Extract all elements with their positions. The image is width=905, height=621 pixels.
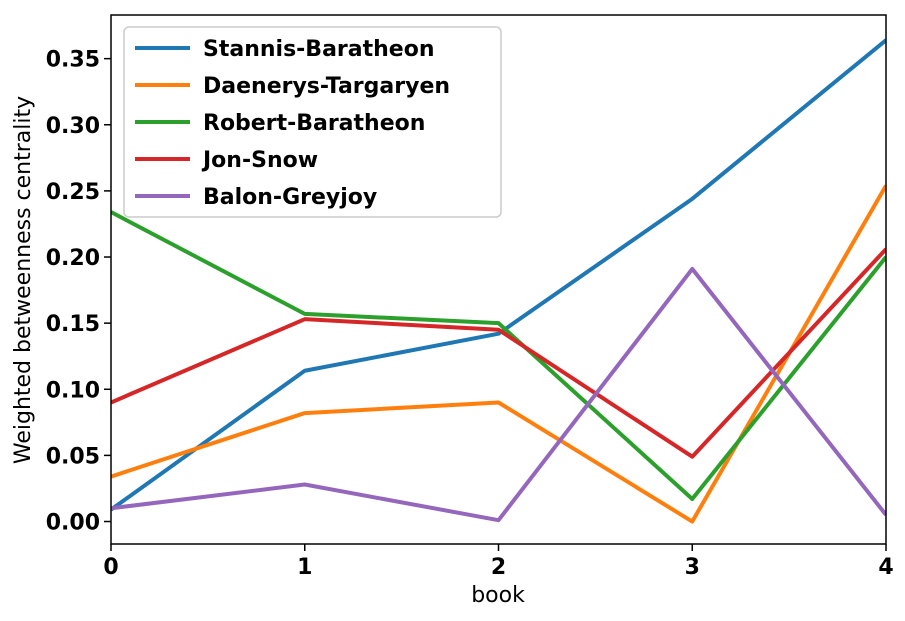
legend: Stannis-Baratheon Daenerys-Targaryen Rober… xyxy=(123,26,502,218)
y-tick-label: 0.00 xyxy=(46,511,100,536)
x-tick-label: 2 xyxy=(491,555,506,580)
x-tick-label: 1 xyxy=(297,555,312,580)
legend-items: Stannis-Baratheon Daenerys-Targaryen Rober… xyxy=(135,37,450,210)
series-line-jon-snow xyxy=(111,247,886,459)
series-line-daenerys-targaryen xyxy=(111,184,886,524)
x-tick-label: 4 xyxy=(878,555,893,580)
y-tick-label: 0.30 xyxy=(46,114,100,139)
series-layer xyxy=(111,38,886,524)
x-tick-label: 0 xyxy=(103,555,118,580)
legend-label-daenerys-targaryen: Daenerys-Targaryen xyxy=(203,74,450,99)
legend-label-jon-snow: Jon-Snow xyxy=(201,148,318,173)
x-axis-label: book xyxy=(471,583,525,608)
x-tick-label: 3 xyxy=(685,555,700,580)
series-line-balon-greyjoy xyxy=(111,266,886,523)
legend-label-balon-greyjoy: Balon-Greyjoy xyxy=(203,185,377,210)
legend-label-stannis-baratheon: Stannis-Baratheon xyxy=(203,37,434,62)
y-tick-label: 0.05 xyxy=(46,444,100,469)
y-axis-label: Weighted betweenness centrality xyxy=(11,96,36,464)
series-line-stannis-baratheon xyxy=(111,38,886,512)
ticks-layer: 0 1 2 3 4 0.00 0.05 0.10 0.15 0.20 0.25 0.30 0.35 xyxy=(46,48,894,580)
y-tick-label: 0.15 xyxy=(46,312,100,337)
y-tick-label: 0.10 xyxy=(46,378,100,403)
legend-box xyxy=(123,26,502,218)
y-tick-label: 0.35 xyxy=(46,48,100,73)
y-tick-label: 0.20 xyxy=(46,246,100,271)
y-tick-label: 0.25 xyxy=(46,180,100,205)
series-line-robert-baratheon xyxy=(111,210,886,502)
legend-label-robert-baratheon: Robert-Baratheon xyxy=(203,111,425,136)
